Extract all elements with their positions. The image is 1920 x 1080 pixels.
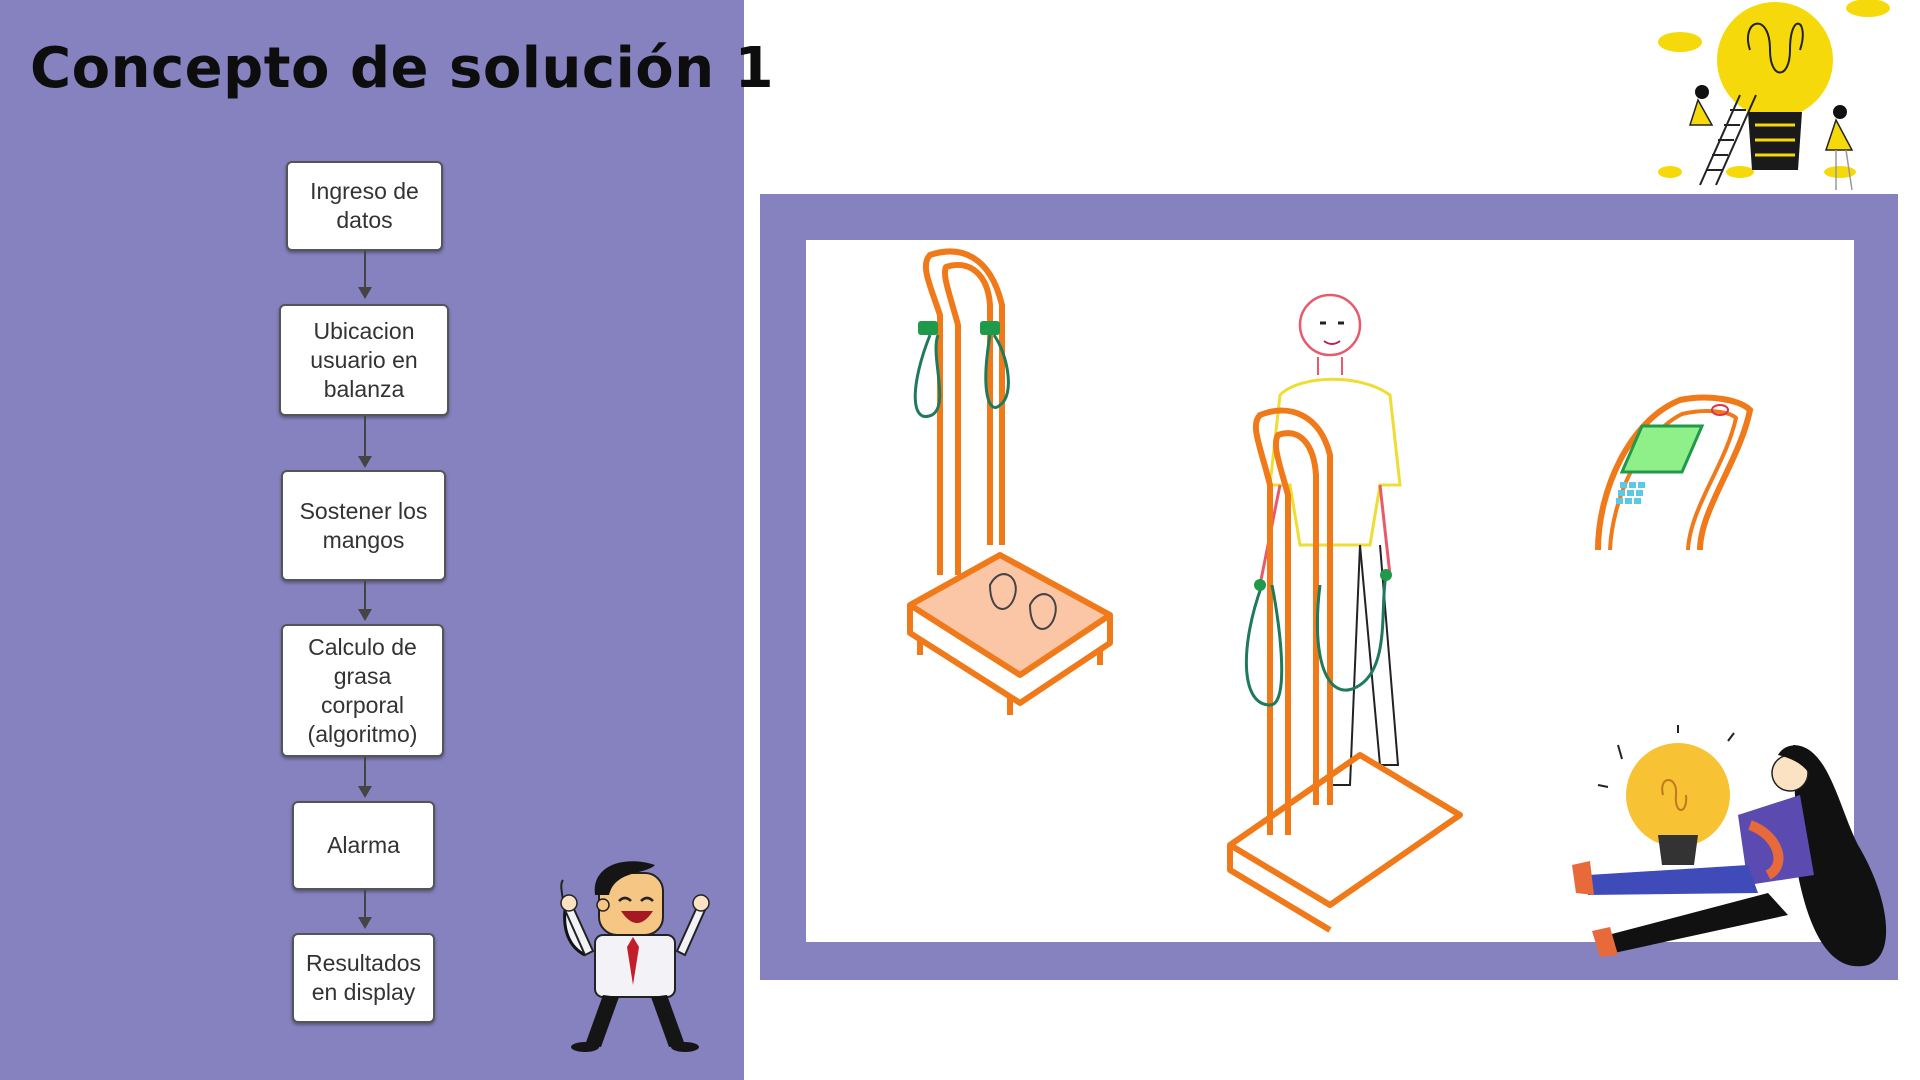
flow-step-1: Ingreso de datos (286, 161, 443, 251)
flow-step-1-label: Ingreso de datos (310, 178, 419, 233)
flow-step-2-label: Ubicacion usuario en balanza (310, 317, 418, 402)
flow-step-2: Ubicacion usuario en balanza (279, 304, 449, 416)
slide-title: Concepto de solución 1 (30, 36, 775, 101)
flow-arrow-1 (358, 251, 372, 299)
flow-step-4: Calculo de grasa corporal (algoritmo) (281, 624, 444, 757)
woman-holding-lightbulb-illustration (1572, 725, 1887, 967)
flow-step-5: Alarma (292, 801, 435, 890)
flow-arrow-5 (358, 890, 372, 929)
flow-step-5-label: Alarma (327, 832, 400, 858)
display-console-illustration (1595, 394, 1754, 551)
cartoon-businessman-illustration (560, 861, 710, 1052)
flow-step-6-label: Resultados en display (305, 950, 422, 1005)
flow-arrow-3 (358, 581, 372, 621)
flow-step-3: Sostener los mangos (281, 470, 446, 581)
person-on-scale-illustration (1227, 293, 1463, 933)
flow-arrow-2 (358, 416, 372, 468)
flow-step-4-label: Calculo de grasa corporal (algoritmo) (307, 633, 418, 747)
flow-step-3-label: Sostener los mangos (299, 497, 428, 553)
flow-step-6: Resultados en display (292, 933, 435, 1023)
lightbulb-teamwork-illustration (1658, 0, 1890, 191)
body-fat-scale-illustration (907, 248, 1113, 715)
flow-arrow-4 (358, 757, 372, 798)
